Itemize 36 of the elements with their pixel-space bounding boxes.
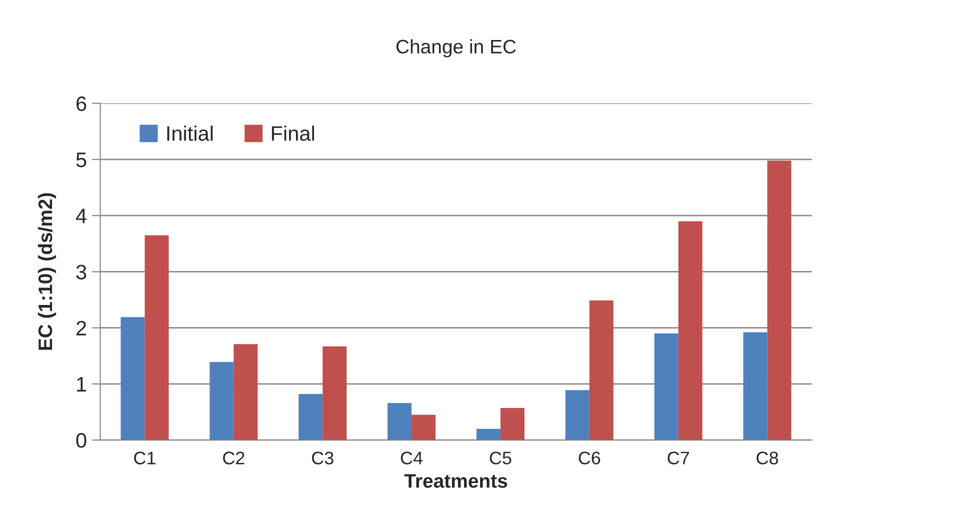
bar [322,346,347,440]
x-tick-label: C2 [223,452,244,464]
bar [388,403,412,440]
bar [298,394,323,440]
bar [234,344,258,440]
legend-label: Final [272,126,314,141]
bar [500,408,524,440]
y-tick-label: 0 [76,433,86,448]
bar [589,300,614,440]
y-tick-label: 3 [76,264,86,280]
x-tick-label: C5 [490,452,512,464]
bar [565,390,590,440]
bar [654,333,678,440]
y-tick-label: 5 [76,152,86,168]
x-tick-label: C6 [578,452,600,464]
y-tick-label: 2 [76,320,86,336]
x-tick-label: C7 [668,452,689,464]
bar [412,414,436,440]
bar [476,428,500,440]
bar [210,362,234,440]
bar [743,332,768,440]
chart-title: Change in EC [396,39,516,58]
x-axis-title: Treatments [404,474,508,488]
y-tick-label: 6 [76,96,86,112]
x-tick-label: C1 [134,452,156,464]
legend-label: Initial [167,126,213,141]
bar [678,221,702,440]
y-tick-label: 1 [77,377,86,392]
bar [767,160,792,440]
y-axis-title: EC (1:10) (ds/m2) [38,193,56,350]
x-tick-label: C8 [756,452,778,464]
bar [120,317,145,440]
x-tick-label: C3 [312,452,334,464]
y-tick-label: 4 [76,208,86,224]
bar [144,235,169,440]
x-tick-label: C4 [400,452,423,464]
